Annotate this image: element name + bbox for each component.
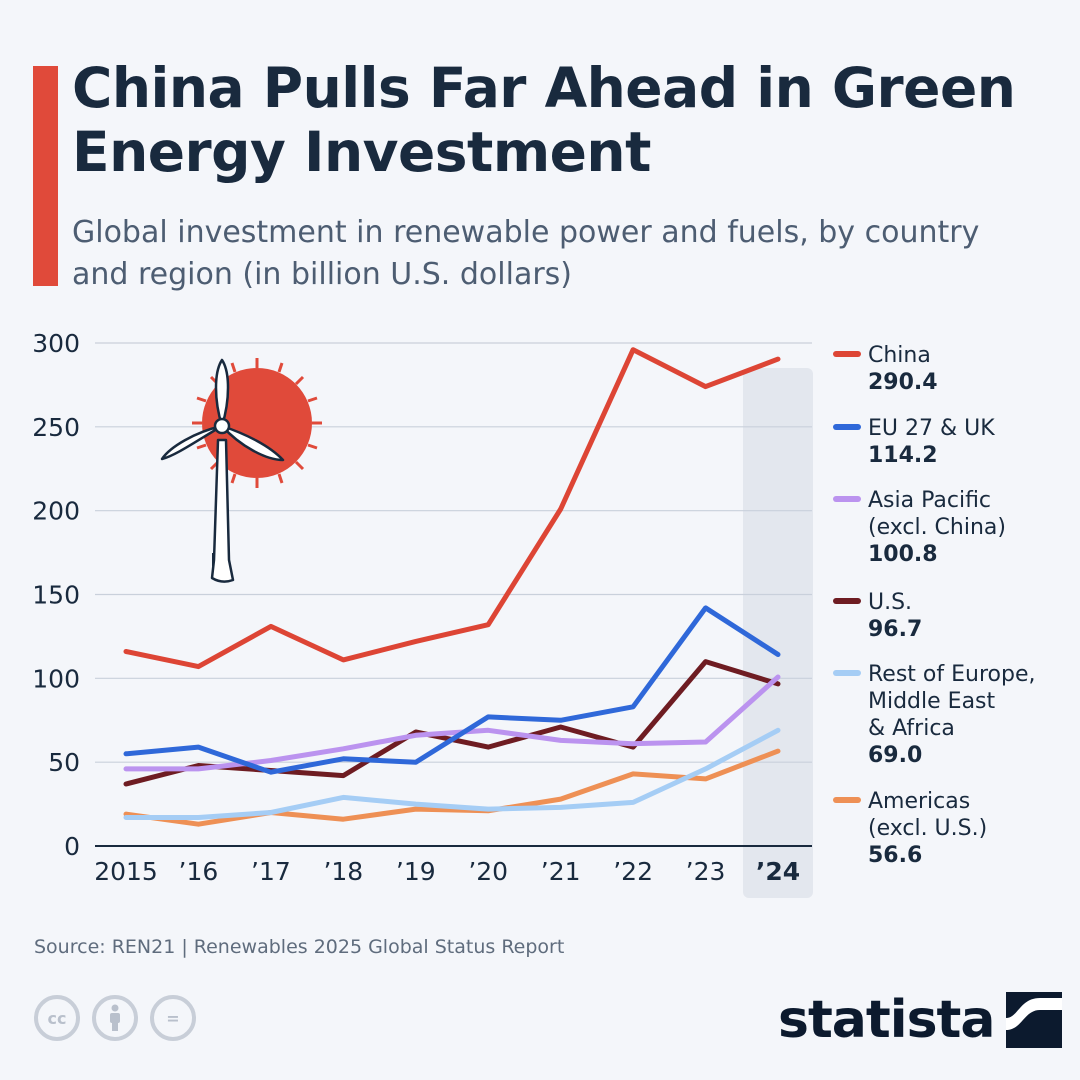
legend-label: China	[868, 343, 931, 368]
y-tick-label: 300	[32, 329, 80, 358]
legend-label: & Africa	[868, 716, 955, 741]
legend-label: U.S.	[868, 590, 912, 615]
x-tick-label: ’21	[541, 857, 581, 886]
x-tick-label: ’18	[323, 857, 363, 886]
legend-value: 69.0	[868, 743, 922, 768]
x-tick-label: ’20	[468, 857, 508, 886]
legend-label: EU 27 & UK	[868, 416, 995, 441]
legend-label: (excl. U.S.)	[868, 816, 987, 841]
legend-label: Americas	[868, 789, 970, 814]
y-tick-label: 150	[32, 581, 80, 610]
legend-value: 290.4	[868, 370, 938, 395]
series-line	[123, 674, 781, 772]
x-tick-label: ’23	[686, 857, 726, 886]
x-tick-label: ’24	[756, 857, 800, 886]
statista-mark-icon	[1006, 992, 1063, 1048]
y-tick-label: 0	[64, 832, 80, 861]
series-line	[123, 748, 781, 827]
attribution-icon[interactable]	[92, 995, 138, 1041]
y-tick-label: 100	[32, 664, 80, 693]
x-tick-label: ’22	[613, 857, 653, 886]
highlight-column	[743, 368, 813, 898]
x-tick-label: ’17	[251, 857, 291, 886]
statista-logo[interactable]: statista	[778, 990, 1063, 1050]
legend-value: 114.2	[868, 443, 938, 468]
legend-label: (excl. China)	[868, 515, 1006, 540]
statista-wordmark: statista	[778, 990, 995, 1050]
page-title: China Pulls Far Ahead in Green Energy In…	[72, 56, 1016, 184]
y-tick-label: 250	[32, 413, 80, 442]
legend-value: 96.7	[868, 617, 922, 642]
series-line	[123, 347, 781, 670]
wind-turbine-sun-illustration	[160, 358, 322, 583]
source-note: Source: REN21 | Renewables 2025 Global S…	[34, 936, 565, 958]
legend-value: 100.8	[868, 542, 938, 567]
series-line	[123, 605, 781, 775]
legend-value: 56.6	[868, 843, 922, 868]
x-tick-label: ’16	[179, 857, 219, 886]
legend-label: Asia Pacific	[868, 488, 991, 513]
no-derivatives-icon[interactable]: =	[150, 995, 196, 1041]
x-tick-label: 2015	[94, 857, 158, 886]
y-tick-label: 50	[48, 748, 80, 777]
cc-icon[interactable]: cc	[34, 995, 80, 1041]
y-tick-label: 200	[32, 497, 80, 526]
legend-label: Rest of Europe,	[868, 662, 1035, 687]
page-subtitle: Global investment in renewable power and…	[72, 215, 980, 292]
series-line	[123, 727, 781, 820]
license-icons: cc =	[34, 995, 196, 1041]
legend-label: Middle East	[868, 689, 996, 714]
x-tick-label: ’19	[396, 857, 436, 886]
title-accent-bar	[33, 66, 58, 286]
